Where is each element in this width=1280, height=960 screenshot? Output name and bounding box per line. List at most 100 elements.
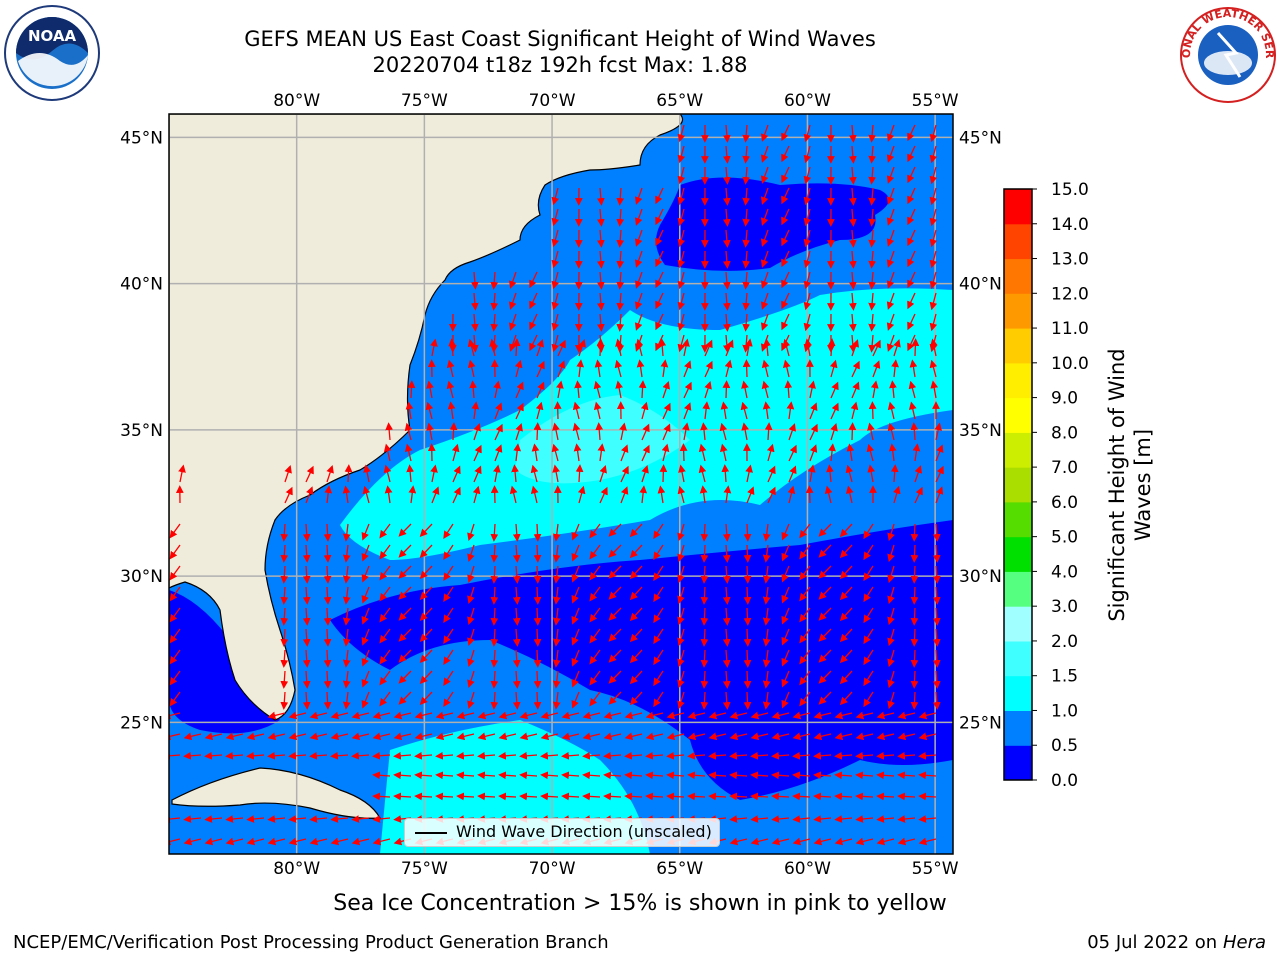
colorbar-segment <box>1004 640 1032 677</box>
wind-arrow <box>425 401 434 420</box>
wind-arrow <box>467 628 475 647</box>
wind-arrow <box>323 607 332 626</box>
colorbar-tick-label: 6.0 <box>1051 493 1078 513</box>
wind-arrow <box>846 443 855 462</box>
wind-arrow <box>907 250 916 268</box>
wind-arrow <box>724 359 733 378</box>
wind-arrow <box>818 586 832 600</box>
wind-arrow <box>344 464 353 483</box>
wind-arrow <box>640 401 649 420</box>
wind-arrow <box>490 523 499 542</box>
wind-arrow <box>419 565 433 580</box>
wind-arrow <box>867 464 876 483</box>
wind-arrow <box>529 313 538 331</box>
wind-arrow <box>470 292 479 311</box>
wind-arrow <box>616 208 625 227</box>
wind-arrow <box>351 815 370 823</box>
wind-arrow <box>845 485 854 504</box>
wind-arrow <box>848 187 857 206</box>
wind-arrow <box>826 464 834 483</box>
wind-arrow <box>456 751 475 760</box>
wind-arrow <box>729 751 748 760</box>
wind-arrow <box>629 649 643 664</box>
wind-arrow <box>512 691 521 710</box>
wind-arrow <box>666 732 685 741</box>
wind-arrow <box>929 187 938 206</box>
wind-arrow <box>722 292 731 311</box>
lat-label-right: 40°N <box>959 275 1002 295</box>
wind-arrow <box>700 422 708 441</box>
wind-arrow <box>533 649 542 668</box>
wind-arrow <box>897 711 916 720</box>
colorbar: 0.0 0.5 1.0 1.5 2.0 3.0 4.0 5.0 6.0 7.0 8.0 9.0 10.0… <box>1003 180 1089 791</box>
wind-arrow <box>677 544 685 563</box>
wind-arrow <box>641 464 649 483</box>
wind-arrow <box>603 751 622 760</box>
wind-arrow <box>414 711 433 720</box>
wind-arrow <box>932 691 941 710</box>
wind-arrow <box>813 771 832 780</box>
wind-arrow <box>799 544 811 560</box>
nws-logo: NATIONAL WEATHER SERVICE <box>1178 5 1276 103</box>
wind-arrow <box>169 607 181 623</box>
wind-arrow <box>351 732 370 741</box>
wind-arrow <box>514 359 523 378</box>
wind-arrow <box>574 380 582 399</box>
colorbar-tick-label: 2.0 <box>1051 632 1078 652</box>
wind-arrow <box>839 649 853 664</box>
wind-arrow <box>766 443 775 462</box>
wind-arrow <box>741 422 749 441</box>
wind-arrow <box>708 711 727 720</box>
wind-arrow <box>886 292 895 310</box>
wind-arrow <box>771 815 790 823</box>
wind-arrow <box>762 523 771 542</box>
wind-arrow <box>511 464 519 483</box>
wind-arrow <box>624 792 643 801</box>
wind-arrow <box>473 465 482 483</box>
wind-arrow <box>848 250 857 269</box>
wind-arrow <box>908 380 917 399</box>
wind-arrow <box>426 422 434 441</box>
wind-arrow <box>512 565 521 584</box>
wind-arrow <box>280 544 289 563</box>
colorbar-tick-label: 14.0 <box>1051 215 1089 235</box>
wind-arrow <box>467 649 475 668</box>
wind-arrow <box>932 586 941 605</box>
wind-arrow <box>851 381 860 399</box>
wind-arrow <box>677 586 685 605</box>
wind-arrow <box>855 732 874 741</box>
wind-arrow <box>868 145 877 164</box>
wind-arrow <box>834 815 853 823</box>
wind-arrow <box>512 649 521 668</box>
wind-arrow <box>929 359 938 378</box>
wind-arrow <box>467 565 475 584</box>
wind-arrow <box>824 485 833 504</box>
wind-arrow <box>596 292 605 311</box>
wind-arrow <box>616 229 625 248</box>
wind-arrow <box>571 586 580 604</box>
wind-arrow <box>839 544 853 559</box>
wind-arrow <box>830 381 839 399</box>
wind-arrow <box>742 208 751 227</box>
wind-arrow <box>169 523 181 539</box>
wind-arrow <box>653 670 664 687</box>
wind-arrow <box>456 792 475 801</box>
wind-arrow <box>848 271 857 290</box>
wind-arrow <box>467 607 475 626</box>
wind-arrow <box>890 464 899 483</box>
wind-arrow <box>799 670 811 686</box>
wind-arrow <box>792 837 811 846</box>
wind-arrow <box>594 359 603 378</box>
wind-arrow <box>803 271 812 290</box>
wind-arrow <box>405 401 414 420</box>
wind-arrow <box>700 691 709 710</box>
wind-arrow <box>661 443 670 462</box>
wind-arrow <box>867 422 875 441</box>
wind-arrow <box>792 771 811 780</box>
wind-arrow <box>722 586 731 605</box>
wind-arrow <box>658 338 667 357</box>
wind-arrow <box>702 401 711 420</box>
lat-label-right: 45°N <box>959 128 1002 148</box>
wind-arrow <box>848 292 857 311</box>
wind-arrow <box>398 565 412 579</box>
